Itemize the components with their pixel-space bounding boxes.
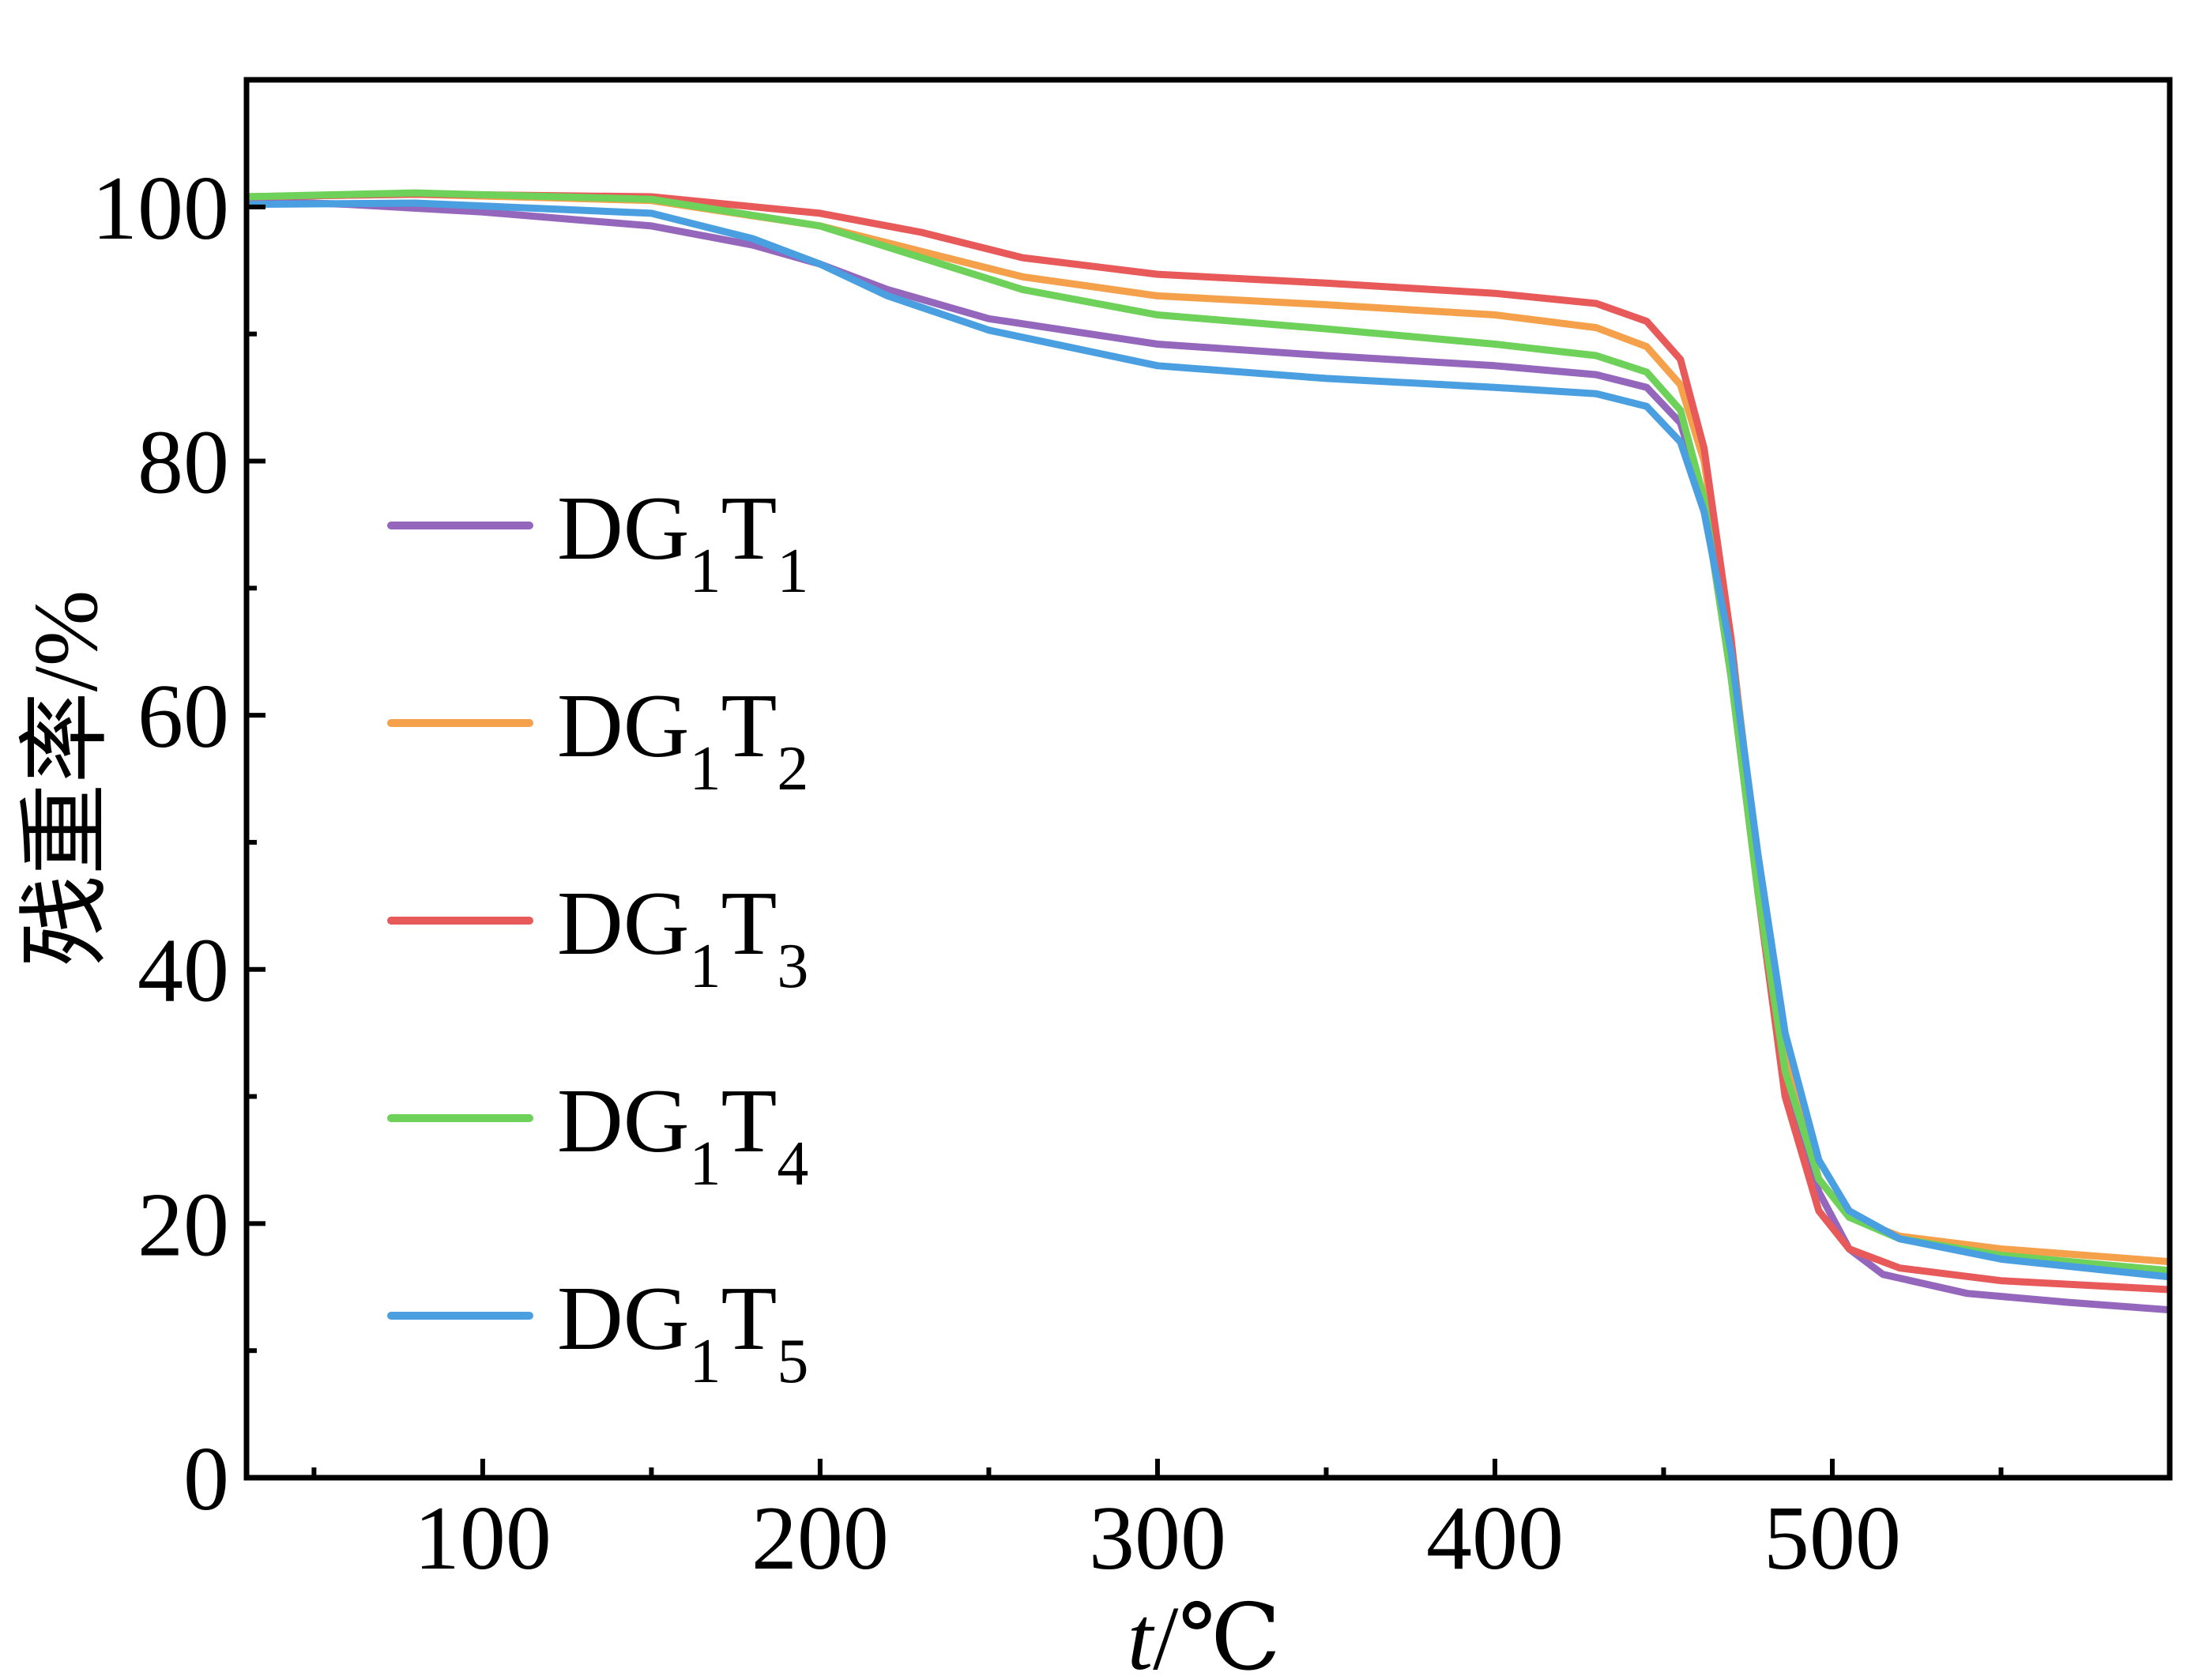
series-layer [247,189,2170,1314]
legend-item-dg1t2: DG1T2 [387,676,808,804]
y-tick-label: 60 [137,666,229,767]
y-tick-label: 40 [137,921,229,1022]
labels-layer: 100 200 300 400 500 0 20 40 60 80 100 [92,158,1901,1589]
x-tick-label: 200 [751,1488,889,1589]
x-tick-label: 300 [1089,1488,1226,1589]
x-axis-unit: /℃ [1153,1588,1281,1680]
y-tick-label: 80 [137,412,229,513]
plot-frame [243,77,2173,1481]
legend: DG1T1 DG1T2 DG1T3 DG1T4 DG1T5 [387,478,808,1396]
legend-label: DG1T2 [557,676,808,804]
legend-label: DG1T3 [557,873,808,1001]
series-line-dg1t4 [247,189,2170,1275]
series-line-dg1t5 [247,199,2170,1281]
y-tick-label: 100 [92,158,229,259]
x-tick-label: 500 [1764,1488,1901,1589]
legend-item-dg1t5: DG1T5 [387,1268,808,1396]
ticks-layer [247,204,2004,1480]
y-axis-title: 残重率/% [16,590,117,967]
y-tick-label: 20 [137,1174,229,1275]
legend-label: DG1T5 [557,1268,808,1396]
y-tick-label: 0 [183,1429,229,1530]
x-axis-variable: t [1128,1588,1155,1680]
legend-item-dg1t4: DG1T4 [387,1071,808,1199]
legend-item-dg1t3: DG1T3 [387,873,808,1001]
legend-label: DG1T1 [557,478,808,606]
series-line-dg1t2 [247,190,2170,1266]
legend-item-dg1t1: DG1T1 [387,478,808,606]
x-tick-label: 100 [414,1488,552,1589]
x-tick-label: 400 [1426,1488,1564,1589]
legend-label: DG1T4 [557,1071,808,1199]
series-line-dg1t3 [247,190,2170,1294]
x-axis-title: t/℃ [1128,1588,1281,1680]
